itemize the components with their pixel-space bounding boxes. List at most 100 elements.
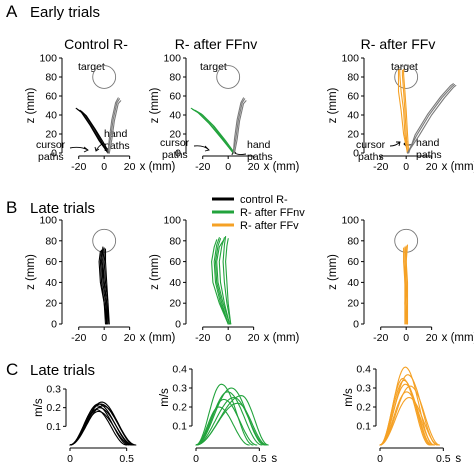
y-tick-label: 40 [169,110,181,122]
trace-path [232,97,245,154]
y-tick-label: 0 [175,319,181,331]
trace-path [401,69,409,154]
y-tick-label: 20 [347,129,359,141]
x-tick-label: 20 [426,332,438,344]
y-tick-label: 0 [51,319,57,331]
trace-path [397,69,409,154]
y-tick-label: 0.3 [356,383,371,395]
y-tick-label: 60 [347,91,359,103]
cursor-arrow-1 [69,146,89,153]
x-tick-label: 20 [426,161,438,173]
y-tick-label: 100 [341,215,359,227]
velocity-trace [69,409,128,446]
y-tick-label: 60 [169,256,181,268]
target-circle [92,65,117,89]
x-tick-label: 0 [225,161,231,173]
y-tick-label: 80 [45,235,57,247]
y-tick-label: 60 [45,256,57,268]
title-ffv: R- after FFv [361,36,436,52]
legend-label-control: control R- [240,194,288,206]
target-circle [394,65,419,89]
hand-label-1a: hand [104,128,128,140]
trace-path [399,68,409,154]
x-axis-unit: s [455,453,461,462]
y-tick-label: 80 [347,235,359,247]
x-axis-label: x (mm) [140,161,176,173]
legend: control R- R- after FFnv R- after FFv [212,194,305,232]
y-tick-label: 40 [347,277,359,289]
trace-path [403,68,410,154]
x-axis-label: x (mm) [140,332,176,344]
plot-a-ffnv: 0 20 40 60 80 100 z (mm) -20 0 20 x (mm) [149,53,300,174]
trace-path [404,246,407,325]
y-tick-label: 0.2 [356,402,371,414]
y-tick-label: 0.3 [172,383,187,395]
panel-letter-a: A [6,2,18,21]
y-tick-label: 0 [353,148,359,160]
hand-label-3a: hand [416,137,440,149]
x-tick-label: 0 [403,161,409,173]
target-label-2: target [200,61,227,73]
y-axis-label: m/s [343,388,355,407]
x-tick-label: 0.5 [252,453,267,462]
plot-c-control: 0.1 0.2 0.3m/s 0 0.5 [33,384,137,462]
velocity-trace [379,383,433,446]
trace-path [232,98,246,154]
y-axis-label: m/s [33,398,45,417]
x-tick-label: -20 [195,332,210,344]
y-tick-label: 100 [341,53,359,65]
y-tick-label: 100 [163,215,181,227]
x-tick-label: -20 [373,161,388,173]
velocity-trace [195,395,269,446]
panel-heading-c: Late trials [30,362,95,379]
y-tick-label: 60 [347,256,359,268]
plot-a-control: 0 20 40 60 80 100 z (mm) -20 0 20 x (mm) [25,53,176,174]
y-tick-label: 20 [45,298,57,310]
y-tick-label: 0.4 [172,364,187,376]
trace-path [107,97,119,154]
y-tick-label: 80 [169,72,181,84]
x-axis-unit: s [271,453,277,462]
cursor-label-1a: cursor [36,139,66,151]
y-tick-label: 0.2 [46,402,61,414]
velocity-trace [69,410,132,446]
y-axis-label: z (mm) [327,254,339,290]
velocity-trace [379,391,436,446]
y-tick-label: 40 [169,277,181,289]
cursor-label-3a: cursor [356,139,386,151]
trace-path [218,237,231,325]
velocity-trace [69,403,133,446]
y-tick-label: 20 [347,298,359,310]
trace-path [211,239,229,325]
velocity-trace [195,383,254,446]
title-ffnv: R- after FFnv [175,36,257,52]
hand-label-2a: hand [247,139,271,151]
y-tick-label: 0.1 [356,421,371,433]
legend-label-ffnv: R- after FFnv [240,207,305,219]
trace-path [101,246,108,325]
y-tick-label: 80 [169,235,181,247]
y-tick-label: 20 [169,129,181,141]
y-tick-label: 0.1 [172,421,187,433]
trace-path [190,107,234,154]
x-tick-label: -20 [195,161,210,173]
cursor-label-3b: paths [358,151,384,163]
trace-path [191,108,234,154]
velocity-trace [195,406,250,446]
x-tick-label: 0 [101,161,107,173]
cursor-label-2a: cursor [160,137,190,149]
target-label-1: target [78,61,105,73]
y-tick-label: 0.3 [46,384,61,396]
trace-path [233,100,247,154]
trace-path [75,107,109,154]
legend-label-ffv: R- after FFv [240,220,299,232]
trace-path [98,250,108,325]
cursor-arrow-3 [389,141,401,147]
y-tick-label: 0.4 [356,364,371,376]
velocity-trace [379,396,439,446]
target-circle [216,65,241,89]
trace-path [225,238,232,325]
x-tick-label: 0 [193,453,199,462]
y-axis-label: z (mm) [25,87,37,123]
